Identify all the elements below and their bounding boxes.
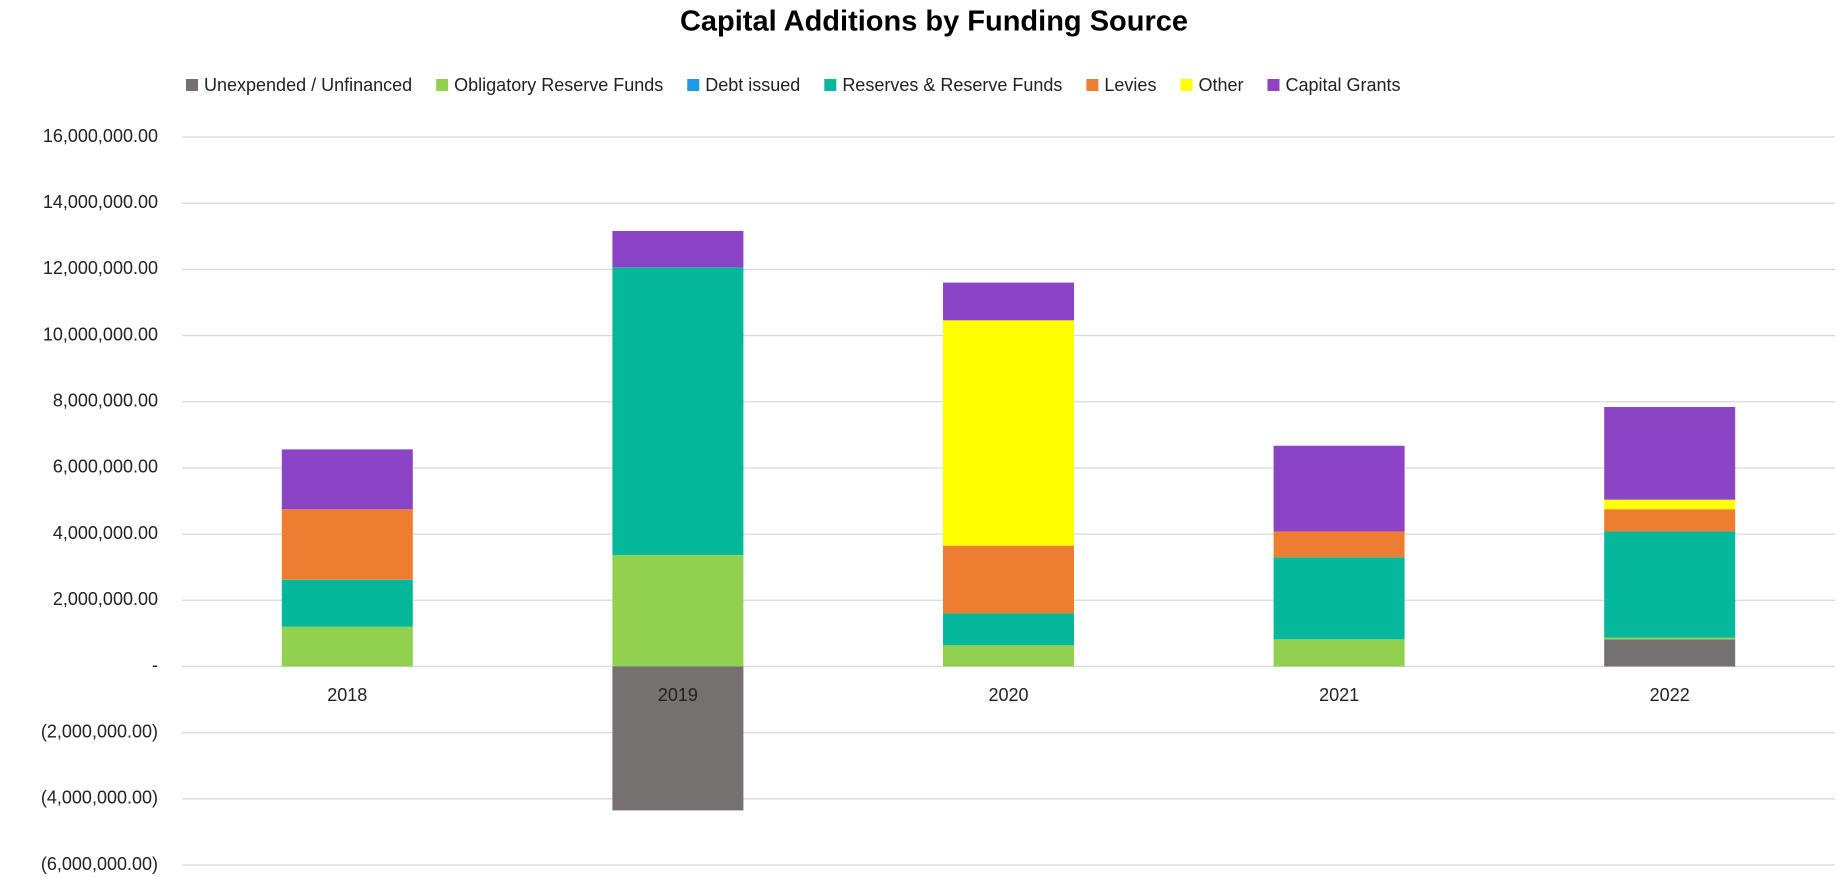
- bar-segment: [943, 282, 1074, 321]
- bar-segment: [612, 554, 744, 667]
- legend-label: Reserves & Reserve Funds: [842, 75, 1062, 95]
- bar-segment: [1604, 509, 1736, 532]
- bar-segment: [943, 645, 1074, 667]
- legend-swatch: [824, 79, 837, 91]
- bar-segment: [281, 449, 413, 510]
- bar-segment: [1604, 637, 1736, 640]
- bar-segment: [1604, 531, 1736, 638]
- bar-segment: [1273, 639, 1405, 667]
- bar-segment: [943, 613, 1074, 646]
- legend-swatch: [1267, 79, 1280, 91]
- legend-label: Other: [1198, 75, 1243, 95]
- bar-segment: [612, 267, 744, 555]
- bar-segment: [1604, 639, 1736, 667]
- bar-segment: [281, 626, 413, 667]
- chart-title: Capital Additions by Funding Source: [680, 6, 1188, 38]
- x-tick-label: 2020: [988, 685, 1028, 705]
- y-tick-label: 16,000,000.00: [43, 126, 158, 146]
- bar-segment: [1273, 531, 1405, 558]
- y-tick-label: -: [152, 655, 158, 675]
- legend-label: Debt issued: [705, 75, 800, 95]
- y-tick-label: 6,000,000.00: [53, 457, 158, 477]
- bar-segment: [943, 545, 1074, 614]
- bar-segment: [1273, 557, 1405, 640]
- legend-swatch: [1180, 79, 1193, 91]
- bar-segment: [1273, 445, 1405, 532]
- y-tick-label: (2,000,000.00): [41, 721, 158, 741]
- bar-segment: [281, 579, 413, 627]
- legend-swatch: [436, 79, 449, 91]
- y-tick-label: 2,000,000.00: [53, 589, 158, 609]
- legend-label: Capital Grants: [1285, 75, 1400, 95]
- y-tick-label: (6,000,000.00): [41, 854, 158, 874]
- legend-swatch: [1086, 79, 1099, 91]
- bar-segment: [943, 320, 1074, 546]
- legend-swatch: [186, 79, 198, 91]
- y-tick-label: (4,000,000.00): [41, 788, 158, 808]
- x-tick-label: 2022: [1650, 685, 1690, 705]
- x-tick-label: 2021: [1319, 685, 1359, 705]
- x-tick-label: 2019: [658, 685, 698, 705]
- bar-segment: [612, 666, 744, 811]
- legend-label: Unexpended / Unfinanced: [204, 75, 412, 95]
- bar-segment: [1604, 407, 1736, 500]
- bar-segment: [612, 230, 744, 268]
- legend-swatch: [687, 79, 700, 91]
- y-tick-label: 8,000,000.00: [53, 390, 158, 410]
- y-tick-label: 14,000,000.00: [43, 192, 158, 212]
- legend-label: Obligatory Reserve Funds: [454, 75, 663, 95]
- y-tick-label: 10,000,000.00: [43, 324, 158, 344]
- bar-segment: [1604, 499, 1736, 510]
- y-tick-label: 4,000,000.00: [53, 523, 158, 543]
- legend-label: Levies: [1104, 75, 1156, 95]
- y-tick-label: 12,000,000.00: [43, 258, 158, 278]
- bar-segment: [281, 509, 413, 580]
- x-tick-label: 2018: [327, 685, 367, 705]
